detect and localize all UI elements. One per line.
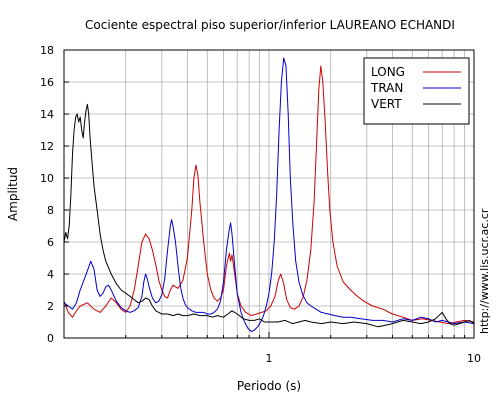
y-tick-label: 2 (47, 300, 54, 313)
y-tick-label: 10 (40, 172, 54, 185)
y-tick-label: 0 (47, 332, 54, 345)
y-tick-label: 16 (40, 76, 54, 89)
legend-label-tran: TRAN (370, 81, 403, 95)
chart-title: Cociente espectral piso superior/inferio… (85, 18, 455, 32)
y-tick-label: 4 (47, 268, 54, 281)
y-tick-label: 8 (47, 204, 54, 217)
legend-label-long: LONG (371, 65, 405, 79)
x-axis-ticks: 1 10 (63, 332, 481, 365)
series-layer (63, 57, 475, 333)
x-tick-label: 10 (467, 352, 481, 365)
side-url[interactable]: http://www.lis.ucr.ac.cr (478, 208, 491, 334)
x-axis-label: Periodo (s) (237, 379, 301, 393)
y-tick-label: 6 (47, 236, 54, 249)
y-tick-label: 18 (40, 44, 54, 57)
legend: LONG TRAN VERT (363, 57, 470, 125)
y-axis-ticks: 0 2 4 6 8 10 12 14 16 18 (40, 44, 69, 345)
y-tick-label: 12 (40, 140, 54, 153)
series-line-long (63, 65, 475, 325)
y-axis-label: Amplitud (6, 167, 20, 221)
series-line-vert (63, 103, 475, 328)
x-tick-label: 1 (266, 352, 273, 365)
legend-box (363, 57, 470, 125)
y-tick-label: 14 (40, 108, 54, 121)
series-line-tran (63, 57, 475, 333)
legend-label-vert: VERT (371, 97, 402, 111)
